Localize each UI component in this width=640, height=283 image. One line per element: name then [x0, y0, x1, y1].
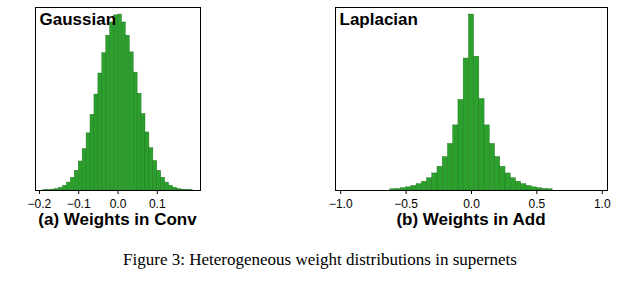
svg-text:0.5: 0.5 [529, 197, 546, 211]
svg-text:0.0: 0.0 [463, 197, 480, 211]
svg-text:Gaussian: Gaussian [40, 10, 117, 29]
html-text:Figure 3: Heterogeneous weight: Figure 3: Heterogeneous weight distribut… [123, 250, 517, 269]
html-text:(b) Weights in Add: (b) Weights in Add [396, 210, 546, 229]
svg-text:0.0: 0.0 [110, 197, 127, 211]
svg-text:−1.0: −1.0 [329, 197, 353, 211]
svg-text:−0.2: −0.2 [28, 197, 52, 211]
html-text:(a) Weights in Conv: (a) Weights in Conv [38, 210, 197, 229]
svg-text:0.1: 0.1 [149, 197, 166, 211]
svg-text:1.0: 1.0 [594, 197, 611, 211]
svg-text:−0.1: −0.1 [67, 197, 91, 211]
svg-text:−0.5: −0.5 [394, 197, 418, 211]
svg-text:Laplacian: Laplacian [340, 10, 418, 29]
